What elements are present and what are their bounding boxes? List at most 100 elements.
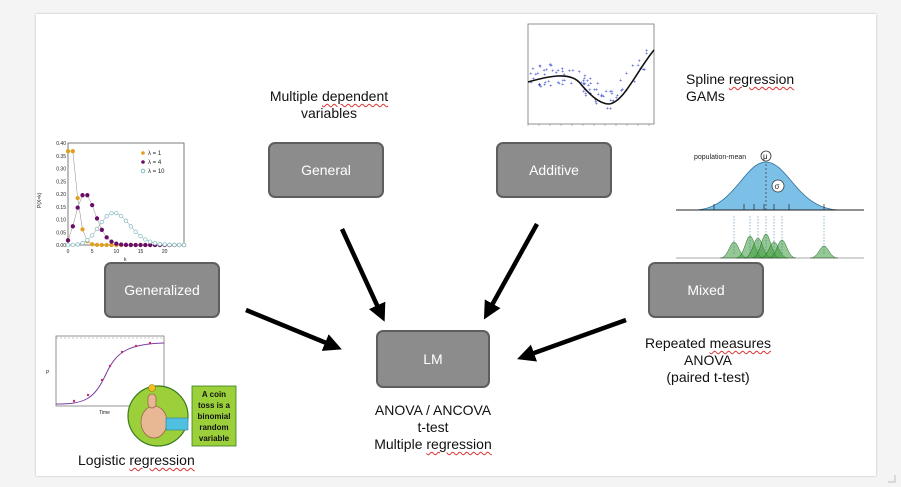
spline-data-point: + — [538, 83, 541, 89]
poisson-x-tick-label: 10 — [114, 249, 120, 255]
callout-line-3: binomial — [198, 412, 231, 421]
spline-data-point: + — [543, 82, 546, 88]
spline-data-point: + — [625, 71, 628, 77]
poisson-legend-marker-2 — [141, 160, 145, 164]
callout-box — [191, 385, 237, 447]
poisson-point — [181, 242, 187, 248]
general-box[interactable]: General — [268, 142, 384, 198]
poisson-point — [85, 238, 90, 243]
logistic-data-point — [100, 378, 104, 382]
sigma-marker-icon — [771, 179, 785, 193]
poisson-point — [99, 219, 104, 225]
additive-caption-line1-plain: Spline — [686, 71, 729, 87]
spline-data-point: + — [578, 70, 581, 76]
spline-data-point: + — [571, 68, 574, 74]
spline-data-point: + — [609, 98, 612, 104]
resize-handle-icon[interactable] — [888, 475, 896, 483]
poisson-point — [119, 242, 124, 247]
spline-data-point: + — [620, 88, 623, 94]
poisson-legend: λ = 1 λ = 4 λ = 10 — [140, 151, 165, 175]
spline-data-point: + — [594, 99, 597, 105]
poisson-figure: P(X=k) 0.00 0.05 0.10 0.15 0.20 0.25 0.30 0.35 0… — [37, 141, 187, 262]
additive-caption-line1-marked: regression — [728, 71, 795, 87]
poisson-y-tick-label: 0.35 — [56, 154, 66, 160]
poisson-y-tick-label: 0.00 — [56, 243, 66, 249]
poisson-point — [80, 227, 85, 232]
slide-canvas: General Additive Generalized Mixed LM Mu… — [36, 14, 876, 476]
logistic-data-point — [148, 341, 152, 345]
spline-data-point: + — [605, 89, 608, 95]
lm-caption-line1: ANOVA / ANCOVA — [374, 402, 492, 418]
poisson-y-axis-label: P(X=k) — [37, 192, 43, 208]
poisson-point — [90, 233, 95, 238]
poisson-x-tick-label: 20 — [162, 249, 168, 255]
arrow-general-to-lm — [339, 228, 386, 322]
mixed-box[interactable]: Mixed — [648, 262, 764, 318]
callout-line-4: random — [199, 423, 228, 432]
spline-data-point: + — [589, 76, 592, 82]
poisson-point — [94, 226, 100, 232]
thumb-icon — [147, 393, 157, 409]
poisson-point — [90, 202, 95, 208]
poisson-point — [162, 242, 167, 247]
lm-box[interactable]: LM — [376, 330, 490, 388]
spline-data-point: + — [631, 64, 634, 70]
poisson-point — [148, 239, 153, 244]
spline-data-point: + — [600, 94, 603, 100]
general-caption-line1-plain: Multiple — [269, 88, 322, 104]
poisson-point — [128, 224, 133, 229]
poisson-point — [128, 242, 133, 248]
poisson-point — [138, 242, 143, 248]
poisson-point — [80, 240, 85, 246]
poisson-point — [104, 214, 109, 219]
spline-data-point: + — [612, 98, 615, 104]
logistic-data-point — [134, 344, 138, 348]
poisson-point — [114, 241, 119, 246]
poisson-legend-marker-1 — [141, 151, 145, 155]
spline-data-point: + — [638, 58, 641, 64]
poisson-point — [133, 229, 138, 234]
poisson-x-tick-label: 15 — [138, 249, 144, 255]
poisson-legend-entry-3: λ = 10 — [148, 169, 165, 175]
spline-data-point: + — [586, 78, 589, 84]
general-caption: Multiple dependent variables — [262, 88, 396, 122]
poisson-x-tick-label: 5 — [91, 249, 94, 255]
poisson-point — [104, 235, 109, 240]
population-mean-label: population-mean — [694, 154, 746, 161]
poisson-point — [65, 238, 71, 243]
spline-data-point: + — [545, 67, 548, 73]
lm-caption: ANOVA / ANCOVA t-test Multiple regressio… — [358, 402, 508, 453]
spline-data-point: + — [561, 66, 564, 72]
poisson-point — [123, 242, 129, 247]
arrow-additive-to-lm — [483, 222, 539, 320]
poisson-point — [114, 210, 119, 216]
generalized-box[interactable]: Generalized — [104, 262, 220, 318]
additive-box[interactable]: Additive — [496, 142, 612, 198]
logistic-figure: P Time A coin toss is a binomial random … — [46, 335, 237, 447]
poisson-point — [143, 242, 148, 248]
poisson-plot-frame — [67, 142, 185, 246]
logistic-data-point — [86, 393, 90, 397]
general-caption-line2: variables — [300, 105, 358, 121]
poisson-point — [75, 195, 80, 201]
poisson-y-tick-label: 0.05 — [56, 230, 66, 236]
spline-data-point: + — [621, 87, 624, 93]
spline-data-point: + — [589, 81, 592, 87]
logistic-curve — [55, 342, 165, 405]
spline-data-point: + — [611, 89, 614, 95]
spline-figure: ++++++++++++++++++++++ + ++++++++++++++ +++… — [527, 23, 655, 126]
poisson-point — [75, 242, 80, 247]
spline-data-point: + — [583, 76, 586, 82]
poisson-point — [80, 193, 85, 198]
poisson-y-tick-label: 0.25 — [56, 179, 66, 185]
poisson-point — [138, 233, 143, 239]
spline-data-point: + — [543, 72, 546, 78]
spline-data-point: + — [539, 64, 542, 70]
spline-data-point: + — [596, 81, 599, 87]
spline-data-point: + — [557, 68, 560, 74]
spline-data-point: + — [615, 96, 618, 102]
generalized-caption-plain: Logistic — [78, 452, 130, 468]
spline-data-point: + — [558, 81, 561, 87]
poisson-point — [123, 218, 129, 223]
spline-data-point: + — [530, 80, 533, 86]
